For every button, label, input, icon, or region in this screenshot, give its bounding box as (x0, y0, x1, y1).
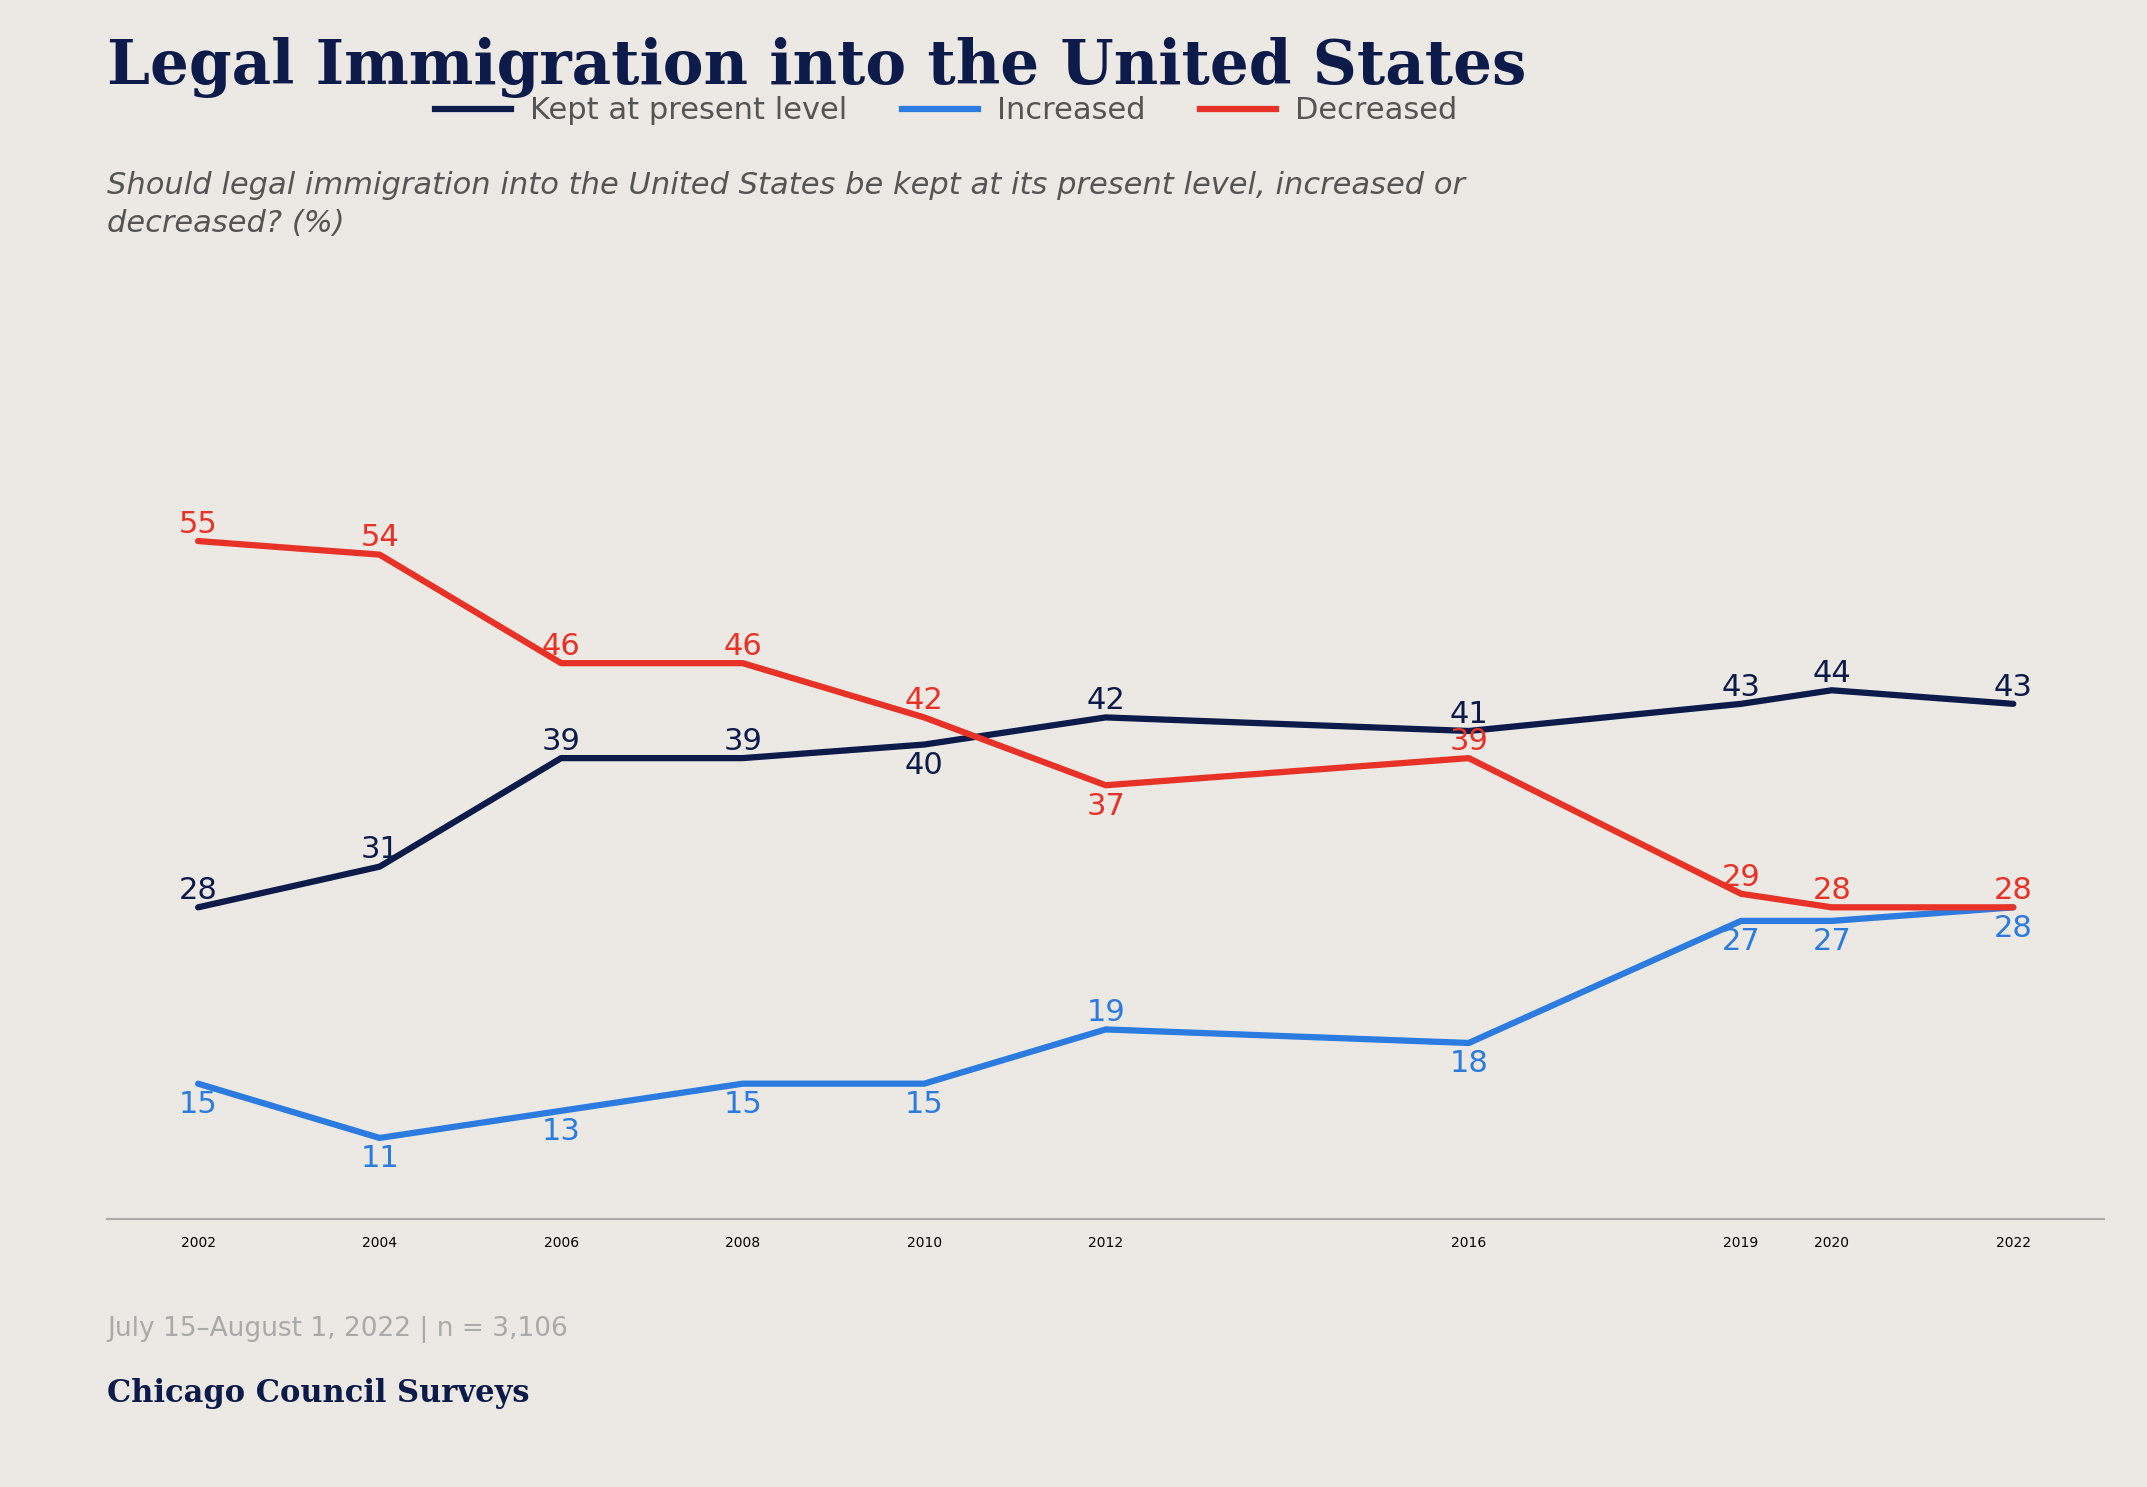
Text: 13: 13 (541, 1117, 580, 1146)
Text: 39: 39 (1449, 727, 1488, 755)
Text: 28: 28 (1812, 876, 1851, 906)
Text: 15: 15 (178, 1090, 217, 1120)
Text: Chicago Council Surveys: Chicago Council Surveys (107, 1378, 530, 1410)
Text: 55: 55 (178, 510, 217, 538)
Text: 31: 31 (361, 836, 399, 864)
Text: 27: 27 (1722, 928, 1761, 956)
Text: 29: 29 (1722, 862, 1761, 892)
Text: 19: 19 (1086, 998, 1125, 1028)
Legend: Kept at present level, Increased, Decreased: Kept at present level, Increased, Decrea… (423, 83, 1469, 137)
Text: 28: 28 (1995, 913, 2033, 943)
Text: 46: 46 (724, 632, 762, 662)
Text: 46: 46 (541, 632, 580, 662)
Text: 43: 43 (1722, 672, 1761, 702)
Text: 42: 42 (1086, 686, 1125, 715)
Text: 41: 41 (1449, 700, 1488, 729)
Text: 39: 39 (541, 727, 580, 755)
Text: 28: 28 (178, 876, 217, 906)
Text: 27: 27 (1812, 928, 1851, 956)
Text: 15: 15 (904, 1090, 943, 1120)
Text: 42: 42 (904, 686, 943, 715)
Text: 15: 15 (724, 1090, 762, 1120)
Text: 11: 11 (361, 1145, 399, 1173)
Text: July 15–August 1, 2022 | n = 3,106: July 15–August 1, 2022 | n = 3,106 (107, 1316, 569, 1343)
Text: 54: 54 (361, 523, 399, 553)
Text: 39: 39 (724, 727, 762, 755)
Text: 40: 40 (904, 751, 943, 779)
Text: 43: 43 (1995, 672, 2033, 702)
Text: Legal Immigration into the United States: Legal Immigration into the United States (107, 37, 1527, 98)
Text: 44: 44 (1812, 659, 1851, 688)
Text: Should legal immigration into the United States be kept at its present level, in: Should legal immigration into the United… (107, 171, 1466, 238)
Text: 37: 37 (1086, 791, 1125, 821)
Text: 18: 18 (1449, 1050, 1488, 1078)
Text: 28: 28 (1995, 876, 2033, 906)
